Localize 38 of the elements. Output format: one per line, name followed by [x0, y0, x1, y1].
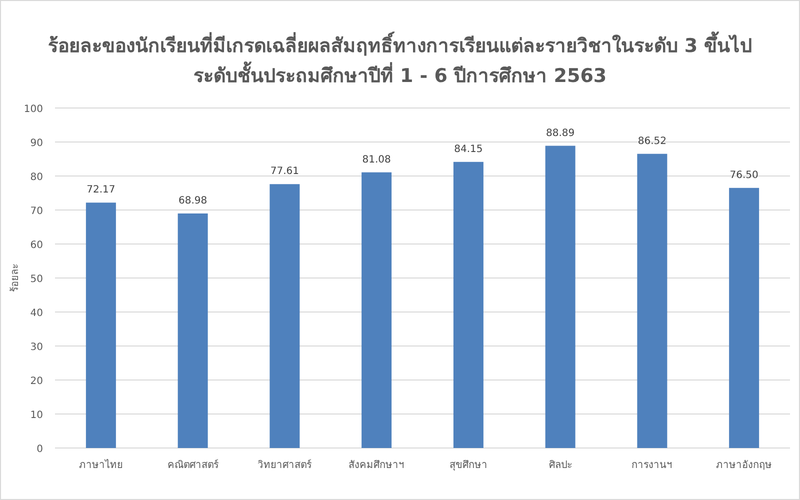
x-tick-label: สังคมศึกษาฯ: [348, 459, 405, 471]
bar: [453, 162, 484, 448]
x-tick-label: ศิลปะ: [548, 460, 572, 471]
y-tick-label: 60: [30, 240, 43, 251]
data-label: 88.89: [546, 128, 575, 139]
y-tick-label: 0: [36, 444, 43, 455]
bar: [637, 154, 668, 448]
y-tick-label: 50: [30, 274, 43, 285]
y-tick-label: 20: [30, 376, 43, 387]
y-tick-label: 40: [30, 308, 43, 319]
data-label: 84.15: [454, 144, 483, 155]
x-tick-label: วิทยาศาสตร์: [258, 459, 313, 471]
data-label: 86.52: [638, 136, 667, 147]
y-tick-label: 80: [30, 172, 43, 183]
y-axis-title: ร้อยละ: [9, 264, 21, 292]
x-tick-label: สุขศึกษา: [449, 459, 488, 471]
y-tick-label: 70: [30, 206, 43, 217]
bar: [178, 213, 208, 448]
data-label: 77.61: [270, 166, 300, 178]
y-tick-label: 100: [24, 104, 43, 115]
bar: [362, 172, 392, 448]
chart-subtitle: ระดับชั้นประถมศึกษาปีที่ 1 - 6 ปีการศึกษา 2563: [193, 61, 607, 87]
bar: [86, 202, 116, 448]
bar: [729, 188, 760, 448]
data-label: 76.50: [730, 170, 758, 181]
y-tick-label: 90: [30, 138, 43, 149]
x-tick-label: ภาษาไทย: [78, 459, 123, 471]
bar: [270, 184, 300, 448]
data-label: 68.98: [178, 195, 208, 206]
x-tick-label: ภาษาอังกฤษ: [716, 460, 772, 471]
chart-title: ร้อยละของนักเรียนที่มีเกรดเฉลี่ยผลสัมฤทธิ์ทางการเรียนแต่ละรายวิชาในระดับ 3 ขึ้นไป: [48, 31, 752, 57]
x-tick-label: การงานฯ: [632, 460, 673, 471]
y-tick-label: 30: [30, 342, 43, 353]
bar: [545, 146, 576, 448]
x-tick-label: คณิตศาสตร์: [167, 459, 220, 471]
y-tick-label: 10: [30, 410, 43, 421]
data-label: 81.08: [362, 154, 391, 166]
data-label: 72.17: [86, 184, 116, 196]
